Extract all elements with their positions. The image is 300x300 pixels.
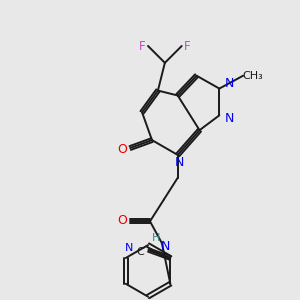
Text: F: F <box>184 40 191 53</box>
Text: O: O <box>117 142 127 155</box>
Text: F: F <box>139 40 146 53</box>
Text: N: N <box>225 77 234 90</box>
Text: C: C <box>137 247 145 257</box>
Text: N: N <box>161 240 170 253</box>
Text: H: H <box>152 233 160 243</box>
Text: O: O <box>117 214 127 227</box>
Text: CH₃: CH₃ <box>243 71 263 81</box>
Text: N: N <box>175 156 184 170</box>
Text: N: N <box>225 112 234 125</box>
Text: N: N <box>124 243 133 253</box>
